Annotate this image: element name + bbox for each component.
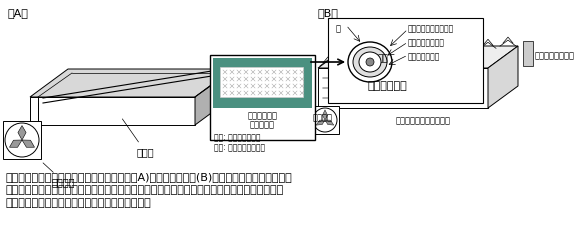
Polygon shape: [195, 69, 233, 125]
Text: （A）: （A）: [8, 8, 29, 18]
Polygon shape: [18, 126, 26, 140]
Text: 図１　多孔質フィルムを利用した水耕栽培（A)および地床栽培(B)における根域冷却装置。地: 図１ 多孔質フィルムを利用した水耕栽培（A)および地床栽培(B)における根域冷却…: [5, 172, 292, 182]
Polygon shape: [488, 46, 518, 108]
Bar: [311, 106, 339, 134]
Bar: [3, 121, 41, 159]
Ellipse shape: [353, 47, 387, 77]
Ellipse shape: [366, 58, 374, 66]
Text: 多孔質フィルム: 多孔質フィルム: [408, 52, 441, 61]
Bar: [210, 55, 315, 140]
Text: 植物: 植物: [378, 54, 389, 63]
Polygon shape: [325, 120, 334, 125]
Bar: [523, 41, 533, 66]
Ellipse shape: [348, 42, 392, 82]
Text: ブロアー: ブロアー: [313, 113, 333, 122]
Text: メッシュチューブ: メッシュチューブ: [408, 38, 445, 47]
Ellipse shape: [359, 52, 381, 72]
Text: リエチレンチューブの間に水を入れて使用する。: リエチレンチューブの間に水を入れて使用する。: [5, 198, 151, 208]
Polygon shape: [322, 110, 328, 120]
Circle shape: [313, 108, 337, 132]
Text: ブロアー: ブロアー: [43, 163, 75, 187]
Text: シリコンチューブ: シリコンチューブ: [535, 51, 575, 60]
Polygon shape: [318, 68, 488, 108]
Text: 内側: メッシュチューブ: 内側: メッシュチューブ: [214, 143, 265, 152]
Circle shape: [5, 123, 39, 157]
Text: 冷却チューブ: 冷却チューブ: [368, 81, 408, 91]
Polygon shape: [30, 97, 195, 125]
Text: 水: 水: [336, 24, 341, 33]
Text: 水耕槽: 水耕槽: [122, 119, 154, 157]
Text: 多孔質フィルム製ダクト: 多孔質フィルム製ダクト: [395, 116, 450, 125]
Bar: [213, 58, 312, 108]
Polygon shape: [22, 140, 35, 147]
Text: 多孔質フィル: 多孔質フィル: [247, 111, 277, 120]
Text: 床栽培用装置は多孔質フィルム製ダクトをポリエチレンチューブに通し、多孔質フィルムとポ: 床栽培用装置は多孔質フィルム製ダクトをポリエチレンチューブに通し、多孔質フィルム…: [5, 185, 283, 195]
Polygon shape: [318, 46, 518, 68]
Text: 外側: 多孔質フィルム: 外側: 多孔質フィルム: [214, 133, 260, 142]
Text: （B）: （B）: [318, 8, 339, 18]
Bar: [220, 67, 303, 97]
Polygon shape: [316, 120, 325, 125]
Polygon shape: [9, 140, 22, 147]
Polygon shape: [30, 69, 233, 97]
Text: ム製ダクト: ム製ダクト: [250, 120, 275, 129]
Text: ポリエチレンチューブ: ポリエチレンチューブ: [408, 24, 454, 33]
Bar: [328, 18, 483, 103]
